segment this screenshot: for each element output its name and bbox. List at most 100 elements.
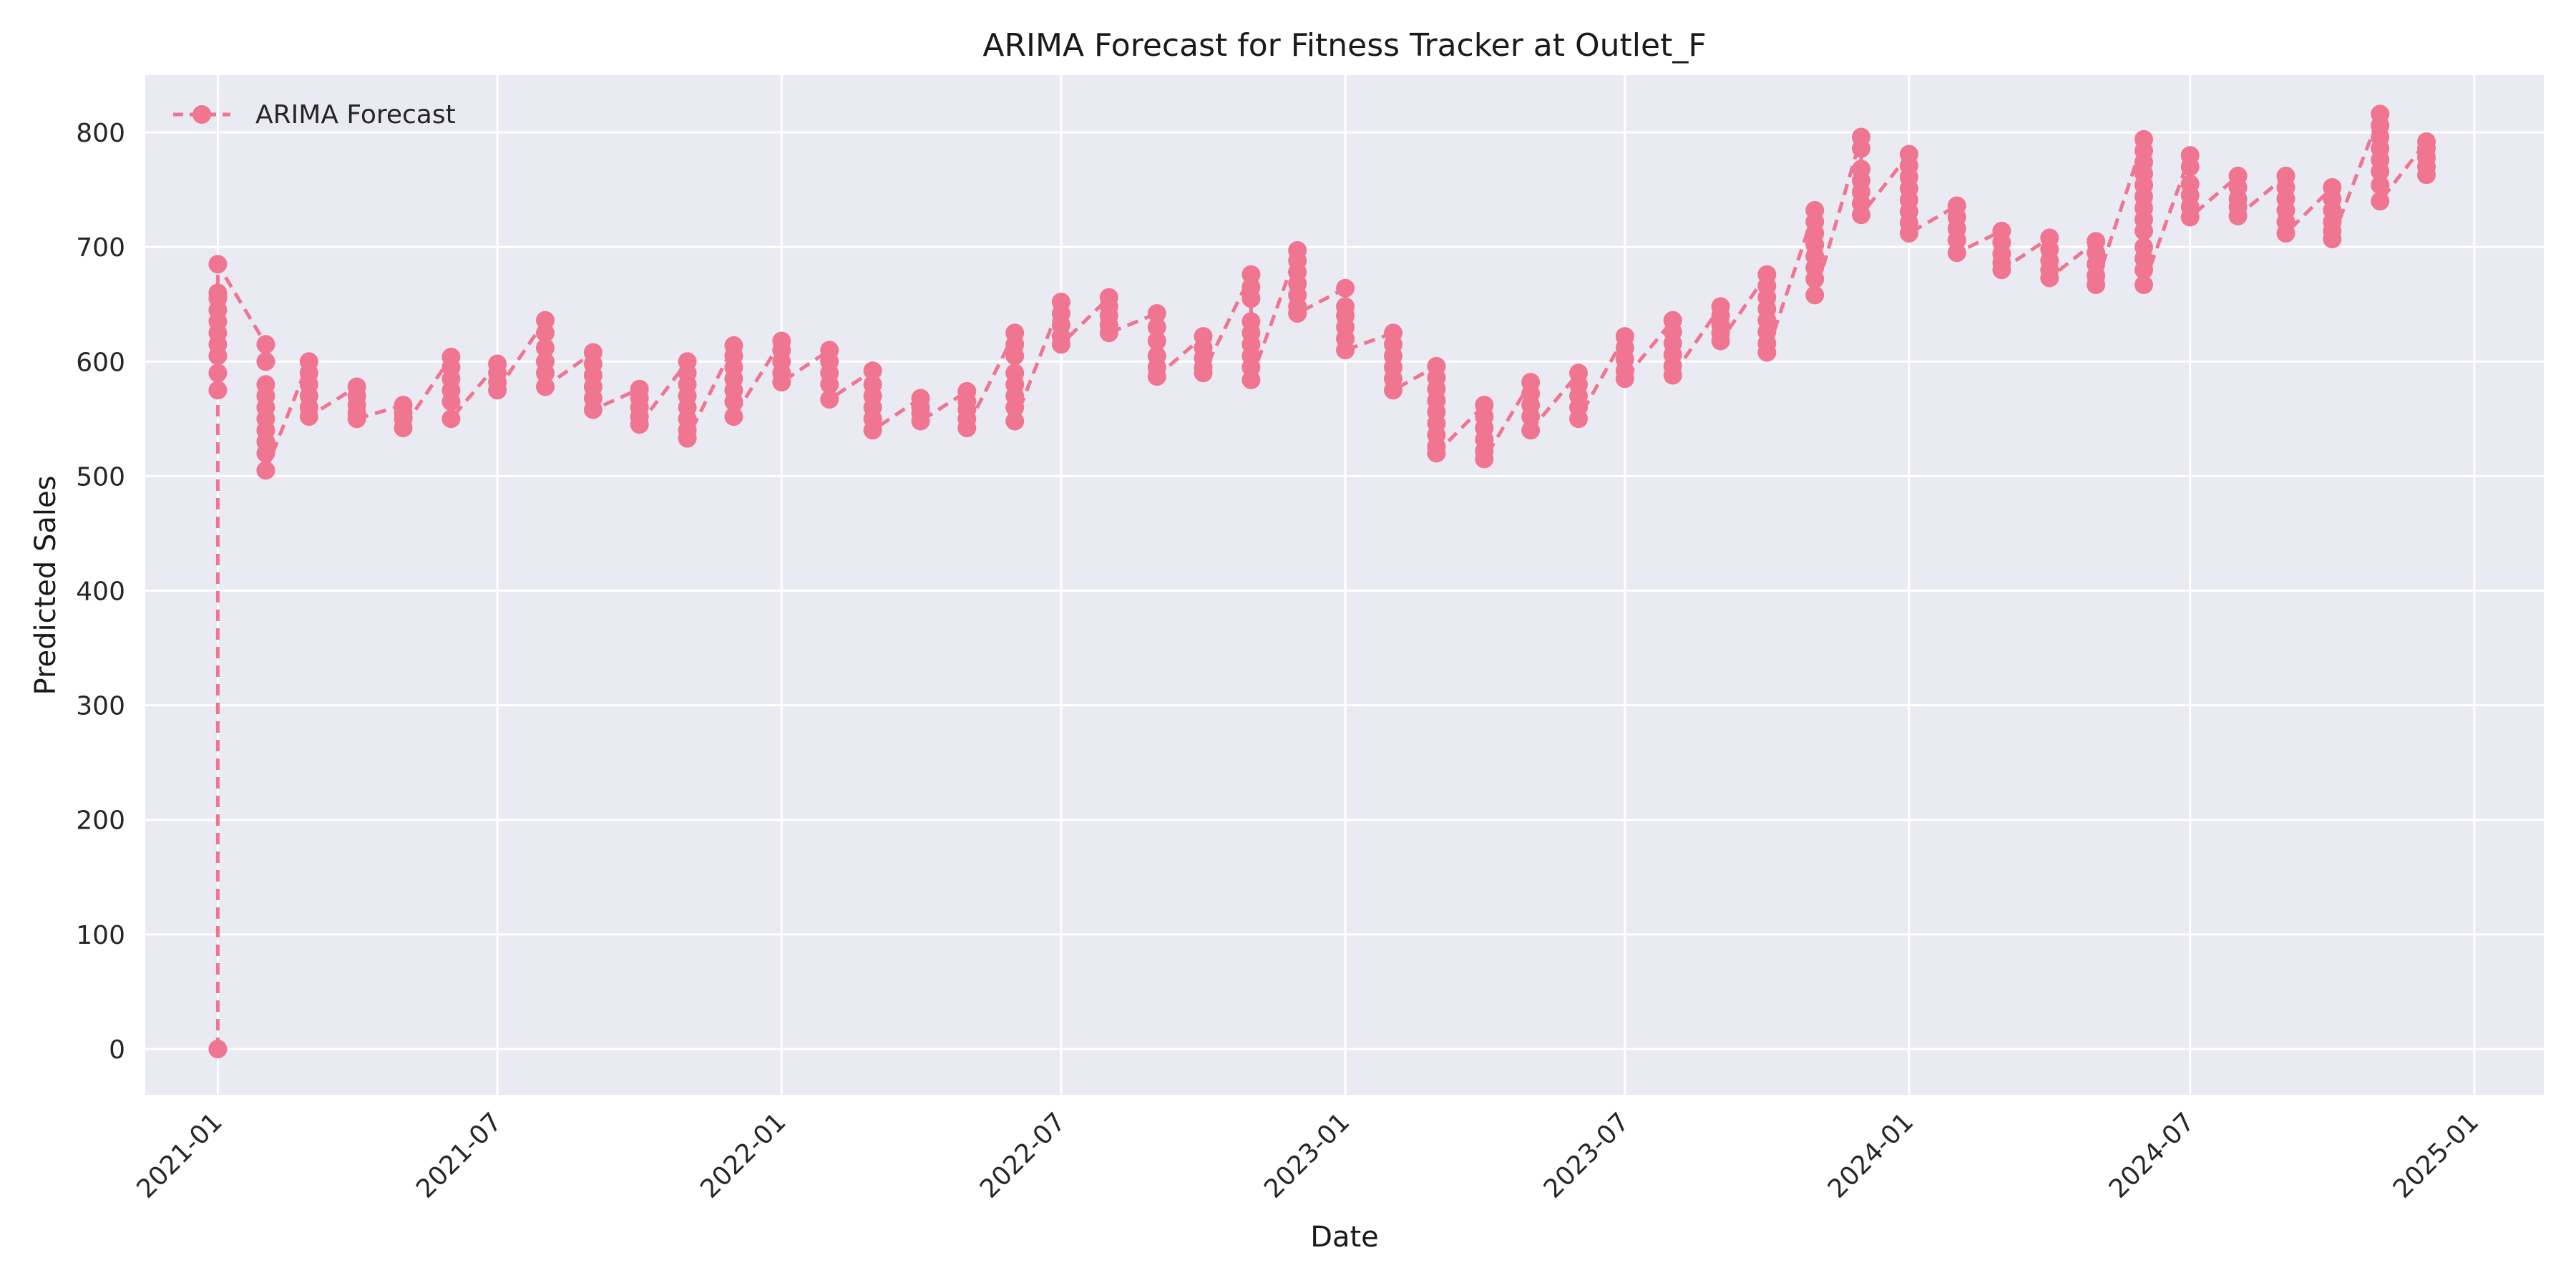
legend-marker <box>192 105 211 124</box>
data-point <box>256 444 275 463</box>
data-point <box>863 361 882 381</box>
data-point <box>2135 275 2153 294</box>
data-point <box>1099 323 1118 343</box>
data-point <box>1147 367 1166 386</box>
data-point <box>1384 381 1402 400</box>
data-point <box>820 375 839 394</box>
x-tick-label: 2022-07 <box>975 1107 1071 1204</box>
y-tick-label: 300 <box>76 692 125 721</box>
data-point <box>1663 366 1682 385</box>
data-point <box>724 392 743 411</box>
data-point <box>2135 260 2153 280</box>
data-point <box>441 392 461 411</box>
data-point <box>2135 221 2153 240</box>
y-tick-label: 700 <box>76 233 125 263</box>
data-point <box>208 283 228 303</box>
data-point <box>2371 175 2390 195</box>
data-point <box>488 381 507 400</box>
data-point <box>394 419 413 438</box>
data-point <box>1241 289 1261 308</box>
data-point <box>1288 304 1307 323</box>
data-point <box>1852 205 1870 225</box>
y-tick-label: 100 <box>76 921 125 950</box>
y-tick-label: 0 <box>109 1035 125 1065</box>
data-point <box>536 377 555 396</box>
data-point <box>2180 157 2200 177</box>
x-tick-label: 2021-01 <box>131 1107 228 1204</box>
data-point <box>1005 398 1025 417</box>
data-point <box>724 407 743 426</box>
data-point <box>583 400 602 419</box>
data-point <box>1852 139 1870 158</box>
data-point <box>1051 335 1070 354</box>
data-point <box>536 323 555 343</box>
x-tick-label: 2024-01 <box>1823 1107 1919 1204</box>
data-point <box>1194 364 1213 383</box>
data-point <box>863 421 882 440</box>
chart-title: ARIMA Forecast for Fitness Tracker at Ou… <box>982 27 1706 64</box>
x-tick-label: 2023-01 <box>1259 1107 1355 1204</box>
data-point <box>208 255 228 274</box>
data-point <box>1757 343 1777 362</box>
data-point <box>772 373 791 392</box>
legend-label: ARIMA Forecast <box>255 100 456 130</box>
data-point <box>1521 421 1541 440</box>
data-point <box>1475 449 1494 469</box>
data-point <box>256 335 275 354</box>
data-point <box>208 1040 228 1058</box>
data-point <box>1147 331 1166 351</box>
data-point <box>1947 243 1966 263</box>
data-point <box>536 364 555 383</box>
data-point <box>2087 275 2106 294</box>
x-tick-label: 2024-07 <box>2104 1107 2200 1204</box>
data-point <box>441 409 461 429</box>
x-axis-label: Date <box>1310 1221 1379 1254</box>
data-point <box>1521 407 1541 426</box>
x-tick-label: 2022-01 <box>695 1107 791 1204</box>
x-tick-label: 2023-07 <box>1538 1107 1635 1204</box>
data-point <box>2040 268 2059 288</box>
data-point <box>1992 260 2011 280</box>
data-point <box>2371 192 2390 211</box>
data-point <box>536 338 555 358</box>
data-point <box>1899 224 1918 243</box>
data-point <box>1569 409 1588 429</box>
data-point <box>256 461 275 480</box>
data-point <box>208 381 228 400</box>
data-point <box>299 407 318 426</box>
y-tick-label: 600 <box>76 348 125 377</box>
data-point <box>630 415 649 434</box>
data-point <box>256 352 275 371</box>
data-point <box>1005 411 1025 431</box>
data-point <box>2323 230 2342 248</box>
data-point <box>911 411 930 431</box>
data-point <box>2417 165 2436 185</box>
y-tick-label: 500 <box>76 462 125 492</box>
x-tick-label: 2021-07 <box>411 1107 507 1204</box>
data-point <box>678 429 697 448</box>
y-axis-label: Predicted Sales <box>29 476 62 696</box>
y-tick-label: 200 <box>76 806 125 836</box>
y-tick-label: 400 <box>76 577 125 607</box>
data-point <box>1615 369 1634 389</box>
data-point <box>957 419 977 438</box>
data-point <box>1336 341 1355 360</box>
data-point <box>2276 224 2296 243</box>
data-point <box>1005 346 1025 366</box>
legend: ARIMA Forecast <box>173 100 456 130</box>
data-point <box>2228 206 2248 225</box>
data-point <box>1427 444 1446 463</box>
x-tick-label: 2025-01 <box>2388 1107 2484 1204</box>
data-point <box>208 364 228 383</box>
data-point <box>2371 162 2390 181</box>
data-point <box>1241 370 1261 389</box>
data-point <box>2180 208 2200 227</box>
data-point <box>1147 318 1166 337</box>
data-point <box>1805 270 1825 288</box>
y-tick-label: 800 <box>76 119 125 148</box>
data-point <box>1805 286 1825 305</box>
data-point <box>1711 331 1730 351</box>
data-point <box>820 390 839 409</box>
data-point <box>347 409 366 429</box>
